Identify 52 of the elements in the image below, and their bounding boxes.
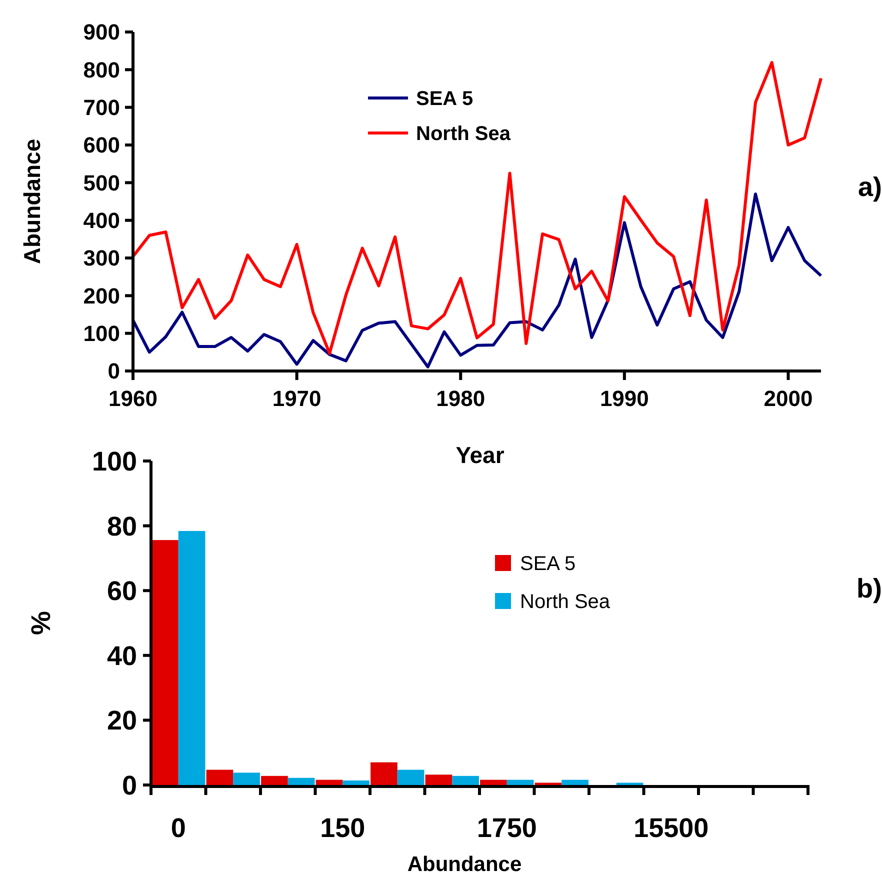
x-tick-label: 0 (170, 813, 186, 843)
y-tick-label: 40 (106, 640, 137, 671)
y-tick-label: 80 (106, 511, 137, 542)
bar (288, 778, 315, 785)
x-tick-label: 2000 (764, 386, 813, 411)
line-series (132, 61, 822, 355)
bar (342, 780, 370, 785)
x-axis-title: Abundance (407, 853, 522, 876)
y-tick-label: 900 (83, 20, 120, 45)
bar (178, 530, 206, 785)
bar (206, 770, 234, 785)
y-tick-label: 100 (92, 446, 137, 476)
legend-label: SEA 5 (416, 88, 474, 110)
y-tick-label: 0 (122, 770, 137, 800)
y-tick-label: 100 (83, 321, 120, 346)
bar (480, 780, 507, 785)
y-tick-label: 800 (83, 57, 120, 82)
bar (562, 780, 588, 785)
y-tick-label: 400 (83, 208, 120, 234)
bar (506, 780, 534, 785)
x-tick-label: 1960 (108, 386, 158, 411)
y-axis-title: % (26, 610, 56, 636)
x-tick-label: 1750 (476, 813, 537, 843)
y-tick-label: 60 (106, 576, 137, 606)
x-tick-label: 1990 (600, 386, 649, 411)
x-tick-label: 1980 (436, 386, 486, 411)
y-tick-label: 200 (83, 283, 120, 308)
bar (233, 772, 260, 785)
bar (316, 780, 343, 785)
y-tick-label: 0 (108, 358, 120, 384)
bar (425, 774, 452, 785)
y-tick-label: 500 (83, 170, 120, 196)
text: b) (856, 573, 882, 604)
x-tick-label: 1970 (272, 386, 322, 411)
bar (452, 776, 479, 785)
y-tick-label: 600 (83, 132, 120, 158)
y-axis-title: Abundance (19, 138, 45, 264)
y-tick-label: 700 (83, 95, 120, 120)
x-tick-label: 150 (320, 813, 366, 843)
y-tick-label: 20 (106, 706, 137, 736)
line-series (132, 192, 822, 368)
bar (152, 540, 178, 785)
bar (397, 770, 424, 785)
y-tick-label: 300 (83, 246, 120, 271)
x-axis-title: Year (456, 442, 504, 468)
legend-label: North Sea (520, 591, 611, 613)
x-tick-label: 15500 (634, 813, 709, 843)
legend-label: North Sea (416, 123, 512, 145)
text: a) (858, 172, 882, 202)
bar (370, 762, 398, 785)
bar (261, 776, 288, 785)
legend-label: SEA 5 (520, 553, 576, 575)
